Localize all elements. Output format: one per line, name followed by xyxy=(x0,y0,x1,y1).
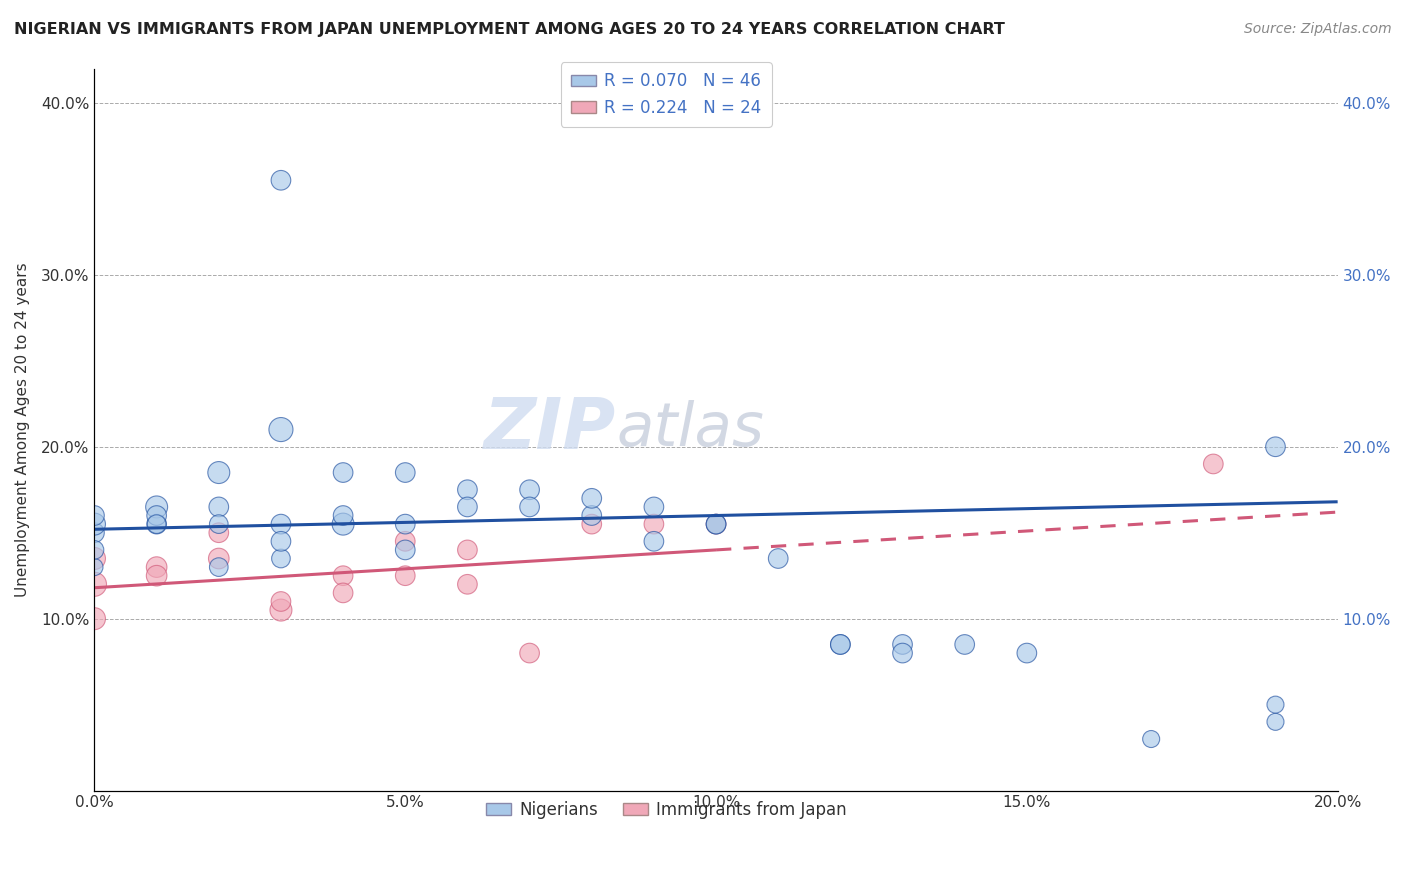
Point xyxy=(519,483,541,497)
Point xyxy=(270,534,292,549)
Point xyxy=(456,542,478,557)
Point xyxy=(519,646,541,660)
Point xyxy=(208,466,231,480)
Point xyxy=(456,500,478,514)
Point xyxy=(1264,698,1286,712)
Point xyxy=(1140,732,1163,747)
Text: Source: ZipAtlas.com: Source: ZipAtlas.com xyxy=(1244,22,1392,37)
Point xyxy=(332,517,354,532)
Point xyxy=(581,491,603,506)
Point xyxy=(891,637,914,651)
Point xyxy=(394,568,416,582)
Point xyxy=(332,568,354,582)
Point xyxy=(83,508,105,523)
Point xyxy=(581,517,603,532)
Text: ZIP: ZIP xyxy=(484,395,617,464)
Point xyxy=(83,525,105,540)
Point xyxy=(766,551,789,566)
Point xyxy=(332,586,354,600)
Point xyxy=(643,534,665,549)
Point xyxy=(332,466,354,480)
Point xyxy=(1264,714,1286,729)
Point xyxy=(145,508,167,523)
Point xyxy=(83,551,105,566)
Point xyxy=(456,483,478,497)
Point xyxy=(581,508,603,523)
Point xyxy=(394,517,416,532)
Point xyxy=(643,517,665,532)
Point xyxy=(1264,440,1286,454)
Text: atlas: atlas xyxy=(617,400,765,459)
Point xyxy=(519,500,541,514)
Point xyxy=(145,500,167,514)
Point xyxy=(332,508,354,523)
Point xyxy=(830,637,852,651)
Point xyxy=(394,534,416,549)
Point xyxy=(208,551,231,566)
Point xyxy=(208,500,231,514)
Point xyxy=(1202,457,1225,471)
Point xyxy=(704,517,727,532)
Point xyxy=(83,612,105,626)
Text: NIGERIAN VS IMMIGRANTS FROM JAPAN UNEMPLOYMENT AMONG AGES 20 TO 24 YEARS CORRELA: NIGERIAN VS IMMIGRANTS FROM JAPAN UNEMPL… xyxy=(14,22,1005,37)
Point xyxy=(145,568,167,582)
Point xyxy=(704,517,727,532)
Point xyxy=(83,542,105,557)
Point xyxy=(270,517,292,532)
Point xyxy=(270,173,292,187)
Point xyxy=(208,525,231,540)
Point xyxy=(270,551,292,566)
Point xyxy=(704,517,727,532)
Point xyxy=(83,577,105,591)
Point xyxy=(83,517,105,532)
Point xyxy=(830,637,852,651)
Point xyxy=(953,637,976,651)
Point xyxy=(208,517,231,532)
Point xyxy=(145,560,167,574)
Point xyxy=(891,646,914,660)
Point xyxy=(394,542,416,557)
Point xyxy=(394,466,416,480)
Point xyxy=(145,517,167,532)
Point xyxy=(643,500,665,514)
Point xyxy=(270,603,292,617)
Point xyxy=(83,560,105,574)
Point xyxy=(1015,646,1038,660)
Point xyxy=(270,423,292,437)
Legend: Nigerians, Immigrants from Japan: Nigerians, Immigrants from Japan xyxy=(479,794,853,826)
Y-axis label: Unemployment Among Ages 20 to 24 years: Unemployment Among Ages 20 to 24 years xyxy=(15,262,30,597)
Point xyxy=(456,577,478,591)
Point xyxy=(270,594,292,608)
Point xyxy=(145,517,167,532)
Point xyxy=(208,560,231,574)
